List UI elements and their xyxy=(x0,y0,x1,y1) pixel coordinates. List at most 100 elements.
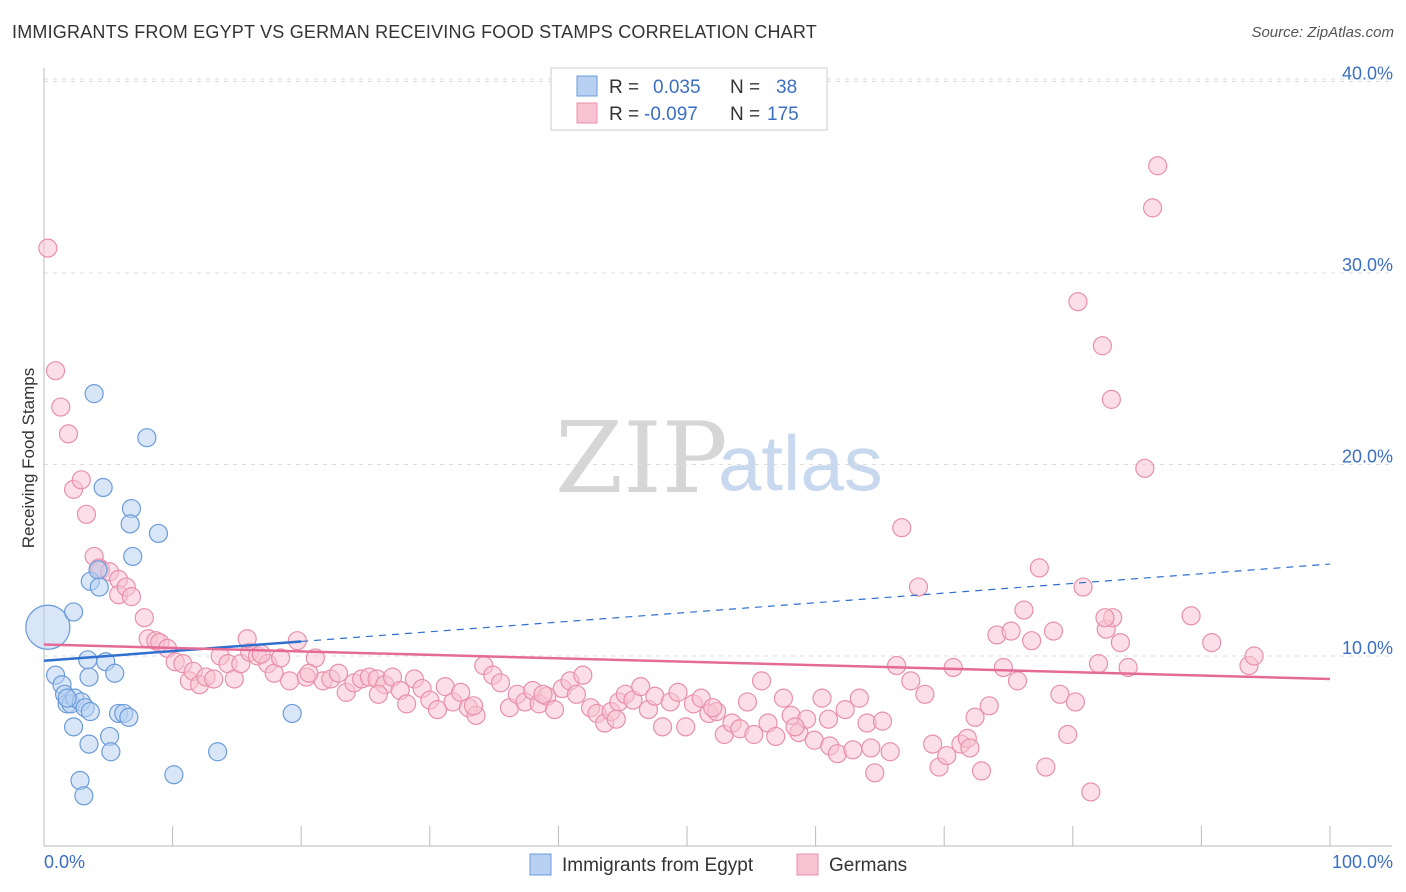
german-point xyxy=(71,470,91,490)
german-point xyxy=(937,745,957,766)
german-point xyxy=(58,424,79,444)
grid xyxy=(44,78,1392,657)
german-point xyxy=(744,724,764,745)
german-point xyxy=(271,648,291,668)
german-point xyxy=(1244,646,1264,666)
german-point xyxy=(1148,156,1168,176)
egypt-point xyxy=(119,707,139,727)
german-point xyxy=(1007,671,1028,691)
german-point xyxy=(51,397,71,417)
egypt-point xyxy=(63,717,84,737)
y-tick-labels: 10.0% 20.0% 30.0% 40.0% xyxy=(1342,64,1393,659)
legend-n-value-egypt: 38 xyxy=(776,77,797,98)
german-point xyxy=(280,671,300,691)
source-label: Source: ZipAtlas.com xyxy=(1251,24,1394,41)
german-point xyxy=(971,761,992,781)
german-point xyxy=(676,717,696,737)
legend-n-label-germans: N = xyxy=(730,104,760,125)
german-point xyxy=(121,587,142,607)
egypt-point xyxy=(79,667,99,687)
german-point xyxy=(237,629,257,649)
egypt-point xyxy=(164,765,184,785)
egypt-point xyxy=(88,560,108,580)
german-point xyxy=(1081,782,1101,802)
german-point xyxy=(1029,558,1049,578)
german-point xyxy=(1118,657,1138,678)
german-point xyxy=(737,692,758,712)
egypt-point xyxy=(93,477,113,498)
german-point xyxy=(606,709,626,729)
german-point xyxy=(812,688,832,708)
german-point xyxy=(1014,600,1034,620)
series-germans xyxy=(38,156,1264,802)
german-point xyxy=(1092,336,1112,356)
legend-swatch-germans xyxy=(576,102,598,124)
german-point xyxy=(134,608,154,628)
german-point xyxy=(299,663,319,683)
german-point xyxy=(204,669,224,689)
legend-bottom-swatch-germans xyxy=(796,853,819,876)
trend-line-germans xyxy=(43,643,1331,681)
egypt-point xyxy=(282,703,302,724)
german-point xyxy=(835,700,855,720)
egypt-point xyxy=(120,514,140,534)
egypt-point xyxy=(105,663,125,683)
german-point xyxy=(993,657,1013,678)
egypt-point xyxy=(137,428,157,448)
y-tick-label-40: 40.0% xyxy=(1342,64,1393,84)
german-point xyxy=(45,361,66,381)
german-point xyxy=(1202,632,1222,653)
german-point xyxy=(1050,684,1070,704)
egypt-point xyxy=(208,742,228,762)
egypt-point xyxy=(84,384,104,404)
german-point xyxy=(1001,621,1021,641)
german-point xyxy=(773,688,794,708)
german-point xyxy=(463,696,484,716)
german-point xyxy=(1073,577,1093,597)
y-tick-label-10: 10.0% xyxy=(1342,638,1393,658)
german-point xyxy=(427,700,448,720)
german-point xyxy=(1022,631,1042,651)
egypt-point xyxy=(57,688,77,708)
y-tick-label-30: 30.0% xyxy=(1342,255,1393,275)
german-point xyxy=(861,738,881,758)
german-point xyxy=(251,644,271,664)
watermark-zip: ZIP xyxy=(555,402,728,516)
german-point xyxy=(880,742,900,762)
german-point xyxy=(785,717,805,737)
x-ticks xyxy=(43,826,1331,846)
german-point xyxy=(1101,389,1121,409)
egypt-point xyxy=(78,650,98,670)
german-point xyxy=(818,709,839,729)
series-egypt xyxy=(25,384,302,806)
chart-title: IMMIGRANTS FROM EGYPT VS GERMAN RECEIVIN… xyxy=(12,22,817,42)
egypt-point xyxy=(74,786,94,806)
german-point xyxy=(1068,292,1088,312)
egypt-point xyxy=(79,734,99,754)
german-point xyxy=(544,700,565,720)
legend-n-value-germans: 175 xyxy=(767,104,799,125)
german-point xyxy=(631,677,651,697)
german-point xyxy=(668,682,688,702)
legend-r-value-egypt: 0.035 xyxy=(653,77,701,98)
german-point xyxy=(652,717,673,737)
legend-bottom-swatch-egypt xyxy=(529,853,552,876)
german-point xyxy=(490,673,511,693)
german-point xyxy=(979,696,999,716)
egypt-point xyxy=(148,523,169,544)
egypt-point xyxy=(89,577,109,597)
german-point xyxy=(1095,608,1115,628)
german-point xyxy=(908,577,929,597)
german-point xyxy=(76,504,97,524)
y-axis-label: Receiving Food Stamps xyxy=(19,368,38,548)
x-tick-label-max: 100.0% xyxy=(1332,852,1393,872)
egypt-point xyxy=(123,546,143,567)
german-point xyxy=(573,665,593,685)
legend-r-label-egypt: R = xyxy=(609,77,639,98)
x-tick-label-min: 0.0% xyxy=(44,852,85,872)
german-point xyxy=(703,698,723,718)
watermark-atlas: atlas xyxy=(718,419,883,507)
egypt-point xyxy=(63,602,84,622)
german-point xyxy=(892,518,912,538)
german-point xyxy=(751,671,772,691)
